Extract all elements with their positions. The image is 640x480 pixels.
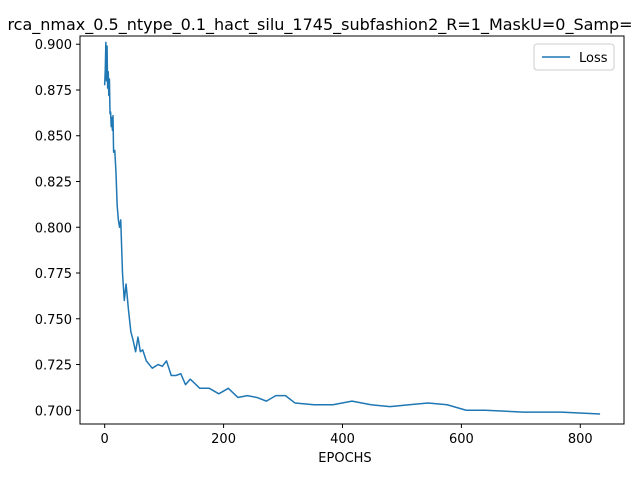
series-line-loss [103, 41, 601, 415]
y-tick-label: 0.800 [35, 221, 72, 236]
x-tick-label: 0 [101, 432, 109, 447]
axes-frame [79, 35, 625, 425]
legend-box [533, 43, 615, 71]
y-tick-label: 0.900 [35, 38, 72, 53]
x-tick-label: 800 [568, 432, 593, 447]
y-tick-label: 0.700 [35, 404, 72, 419]
chart-title: rca_nmax_0.5_ntype_0.1_hact_silu_1745_su… [7, 15, 632, 35]
plot-area [103, 41, 601, 415]
y-tick-label: 0.775 [35, 267, 72, 282]
legend: Loss [533, 43, 615, 71]
x-axis-label: EPOCHS [318, 451, 371, 466]
y-tick-label: 0.850 [35, 130, 72, 145]
x-axis-ticks: 0 200 400 600 800 [101, 424, 593, 447]
y-tick-label: 0.875 [35, 84, 72, 99]
x-tick-label: 200 [211, 432, 236, 447]
x-tick-label: 400 [330, 432, 355, 447]
legend-label: Loss [579, 51, 608, 66]
x-tick-label: 600 [449, 432, 474, 447]
y-axis-ticks: 0.700 0.725 0.750 0.775 0.800 0.825 0.850 0.875… [35, 38, 80, 419]
y-tick-label: 0.725 [35, 359, 72, 374]
y-tick-label: 0.750 [35, 313, 72, 328]
y-tick-label: 0.825 [35, 176, 72, 191]
